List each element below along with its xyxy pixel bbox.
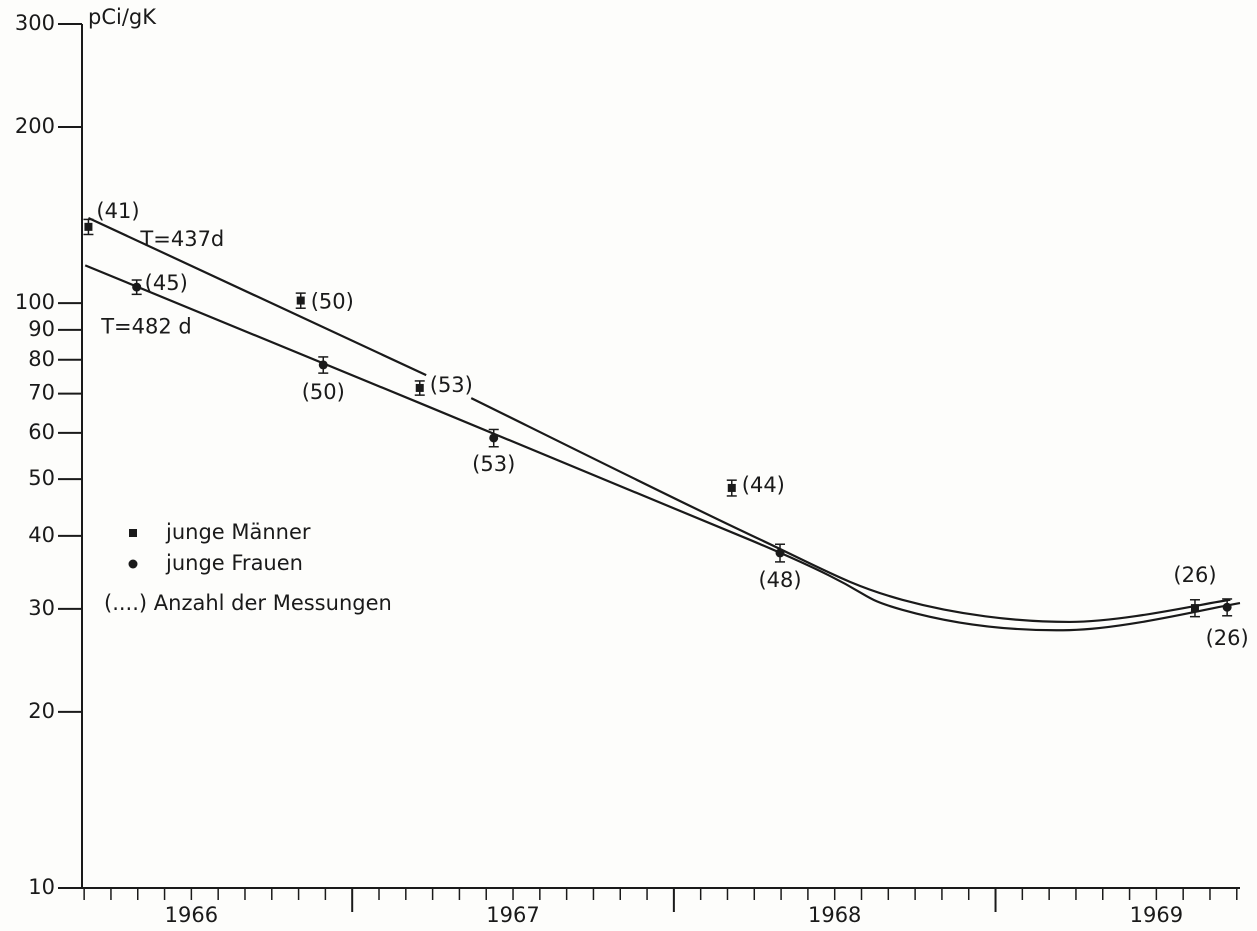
count-label: (50)	[302, 380, 345, 404]
data-point	[489, 433, 499, 443]
data-point	[1222, 602, 1232, 612]
data-point	[296, 296, 305, 305]
data-point	[318, 360, 328, 370]
x-tick-label: 1967	[486, 903, 539, 927]
y-tick-label: 90	[28, 317, 55, 341]
fit-label: T=437d	[139, 227, 224, 251]
y-tick-label: 100	[15, 290, 55, 314]
legend-marker	[128, 559, 138, 569]
y-tick-label: 200	[15, 114, 55, 138]
y-axis-label: pCi/gK	[88, 5, 157, 29]
count-label: (50)	[311, 290, 354, 314]
count-label: (53)	[472, 452, 515, 476]
data-point	[775, 548, 785, 558]
legend-note: (....) Anzahl der Messungen	[104, 591, 392, 615]
legend-label: junge Männer	[165, 520, 311, 544]
y-tick-label: 50	[28, 466, 55, 490]
data-point	[415, 383, 424, 392]
x-tick-label: 1968	[808, 903, 861, 927]
count-label: (26)	[1173, 563, 1216, 587]
x-tick-label: 1969	[1130, 903, 1183, 927]
x-tick-label: 1966	[165, 903, 218, 927]
y-tick-label: 70	[28, 381, 55, 405]
count-label: (53)	[430, 373, 473, 397]
legend-marker	[129, 529, 137, 537]
count-label: (26)	[1206, 626, 1249, 650]
count-label: (45)	[145, 271, 188, 295]
count-label: (41)	[96, 199, 139, 223]
data-point	[132, 282, 142, 292]
data-point	[727, 483, 736, 492]
count-label: (44)	[742, 473, 785, 497]
y-tick-label: 300	[15, 11, 55, 35]
fit-label: T=482 d	[100, 314, 192, 338]
y-tick-label: 20	[28, 699, 55, 723]
legend-label: junge Frauen	[165, 551, 303, 575]
data-point	[84, 222, 93, 231]
y-tick-label: 80	[28, 347, 55, 371]
fit-curve	[87, 216, 427, 377]
y-tick-label: 60	[28, 420, 55, 444]
y-tick-label: 10	[28, 875, 55, 899]
y-tick-label: 40	[28, 523, 55, 547]
fit-curve	[470, 397, 1231, 624]
y-tick-label: 30	[28, 596, 55, 620]
data-point	[1190, 604, 1199, 613]
count-label: (48)	[758, 568, 801, 592]
fit-curve	[84, 264, 1241, 632]
